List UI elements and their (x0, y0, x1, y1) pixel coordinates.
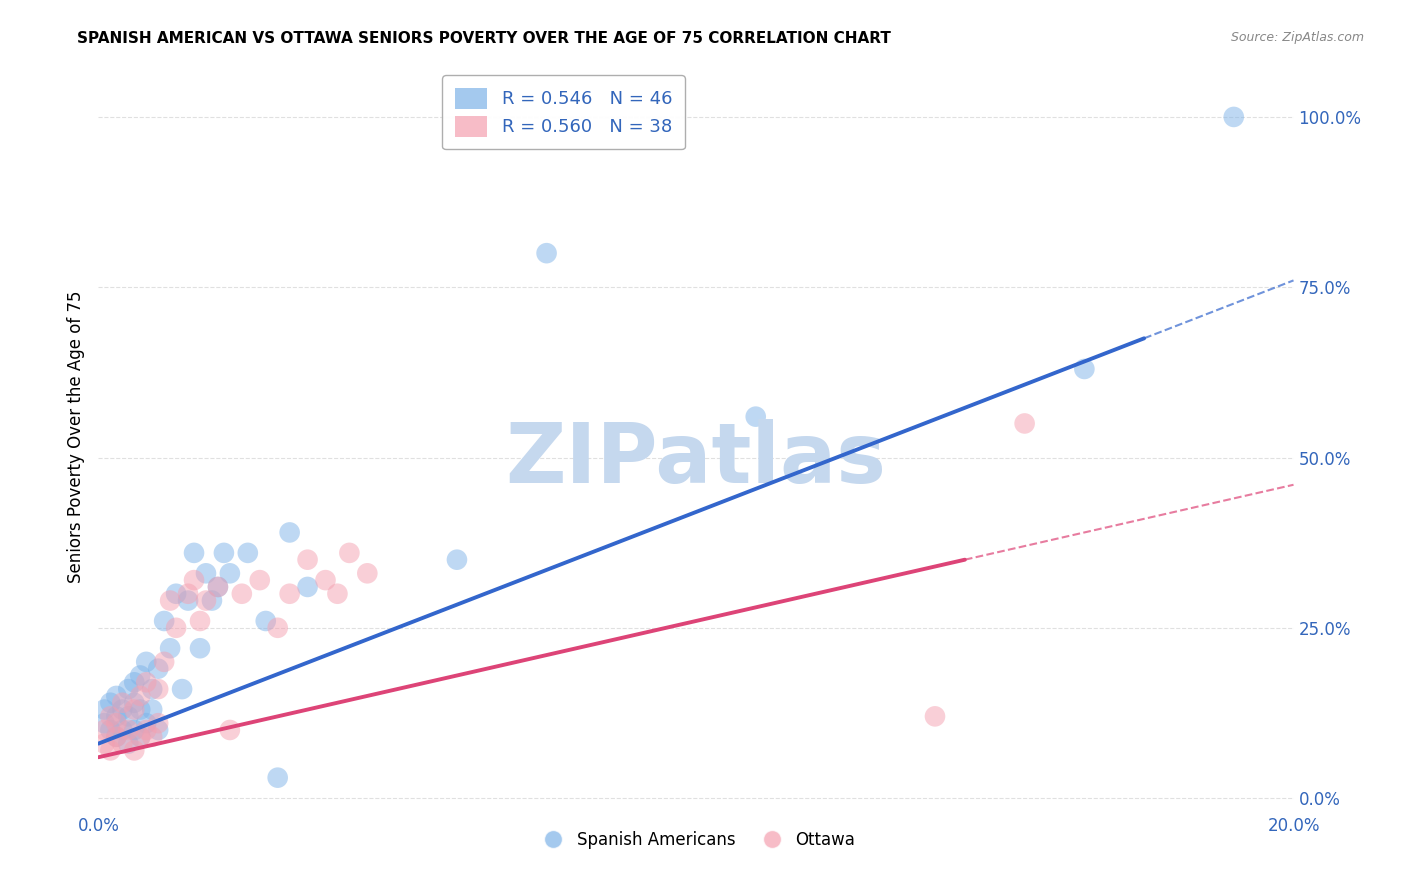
Point (195, 593, 218, 607)
Point (117, 723, 139, 737)
Point (93, 737, 115, 751)
Point (188, 614, 211, 628)
Point (117, 709, 139, 723)
Point (1014, 417, 1036, 431)
Legend: Spanish Americans, Ottawa: Spanish Americans, Ottawa (530, 824, 862, 855)
Point (148, 682, 170, 697)
Point (153, 614, 176, 628)
Point (356, 566, 378, 581)
Point (159, 641, 181, 656)
Point (1223, 110, 1246, 124)
Point (297, 580, 319, 594)
Point (105, 689, 128, 703)
Point (267, 621, 290, 635)
Point (207, 580, 229, 594)
Point (278, 525, 301, 540)
Point (183, 546, 205, 560)
Point (129, 730, 152, 744)
Point (536, 246, 558, 260)
Point (141, 682, 163, 697)
Point (98, 743, 122, 757)
Point (267, 771, 290, 785)
Point (153, 655, 176, 669)
Point (111, 737, 134, 751)
Point (105, 730, 128, 744)
Point (219, 566, 242, 581)
Y-axis label: Seniors Poverty Over the Age of 75: Seniors Poverty Over the Age of 75 (66, 291, 84, 583)
Point (129, 689, 152, 703)
Point (129, 668, 152, 682)
Point (148, 723, 170, 737)
Point (148, 716, 170, 731)
Point (135, 675, 157, 690)
Point (172, 682, 194, 697)
Point (135, 723, 157, 737)
Point (98, 709, 122, 723)
Point (98, 696, 122, 710)
Point (105, 709, 128, 723)
Point (165, 587, 187, 601)
Point (159, 593, 181, 607)
Text: SPANISH AMERICAN VS OTTAWA SENIORS POVERTY OVER THE AGE OF 75 CORRELATION CHART: SPANISH AMERICAN VS OTTAWA SENIORS POVER… (77, 31, 891, 46)
Point (339, 546, 361, 560)
Point (249, 573, 271, 587)
Point (188, 641, 211, 656)
Point (93, 702, 115, 716)
Point (177, 587, 200, 601)
Point (129, 730, 152, 744)
Point (745, 409, 768, 424)
Point (207, 580, 229, 594)
Point (117, 737, 139, 751)
Point (1073, 362, 1095, 376)
Point (236, 546, 259, 560)
Point (111, 696, 134, 710)
Text: Source: ZipAtlas.com: Source: ZipAtlas.com (1230, 31, 1364, 45)
Point (135, 716, 157, 731)
Point (195, 566, 218, 581)
Point (141, 730, 163, 744)
Point (135, 655, 157, 669)
Point (183, 573, 205, 587)
Point (111, 702, 134, 716)
Point (124, 723, 146, 737)
Point (924, 709, 946, 723)
Point (315, 573, 337, 587)
Point (446, 552, 468, 566)
Point (93, 716, 115, 731)
Point (124, 696, 146, 710)
Point (105, 730, 128, 744)
Point (124, 702, 146, 716)
Point (148, 662, 170, 676)
Point (297, 552, 319, 566)
Point (254, 614, 277, 628)
Point (201, 593, 224, 607)
Point (98, 723, 122, 737)
Point (111, 723, 134, 737)
Point (231, 587, 253, 601)
Point (124, 675, 146, 690)
Point (177, 593, 200, 607)
Text: ZIPatlas: ZIPatlas (506, 419, 886, 500)
Point (105, 716, 128, 731)
Point (129, 702, 152, 716)
Point (219, 723, 242, 737)
Point (141, 702, 163, 716)
Point (124, 743, 146, 757)
Point (93, 723, 115, 737)
Point (212, 546, 235, 560)
Point (326, 587, 349, 601)
Point (165, 621, 187, 635)
Point (117, 682, 139, 697)
Point (278, 587, 301, 601)
